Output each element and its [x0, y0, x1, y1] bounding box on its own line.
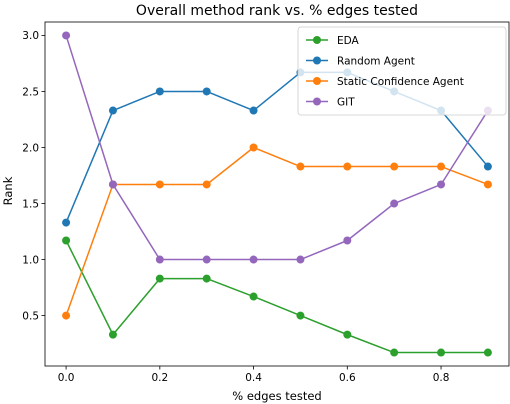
- data-point: [390, 348, 399, 357]
- data-point: [155, 274, 164, 283]
- x-tick-label: 0.8: [433, 372, 450, 384]
- data-point: [62, 218, 71, 227]
- series-line: [65, 146, 489, 316]
- data-point: [249, 255, 258, 264]
- data-point: [202, 255, 211, 264]
- x-tick-label: 0.2: [151, 372, 168, 384]
- x-axis-label: % edges tested: [232, 389, 321, 403]
- data-point: [249, 143, 258, 152]
- data-point: [155, 255, 164, 264]
- data-point: [108, 330, 117, 339]
- legend-item: Random Agent: [306, 56, 415, 68]
- y-tick-label: 2.5: [22, 86, 39, 98]
- data-point: [62, 311, 71, 320]
- legend-marker: [313, 97, 321, 106]
- plot-area: 0.0 0.2 0.4 0.6 0.8 0.5 1.0 1.5 2.0 2.5 3.0: [22, 21, 510, 384]
- data-point: [62, 31, 71, 40]
- data-point: [437, 180, 446, 189]
- legend-item: GIT: [306, 97, 355, 109]
- y-tick-label: 3.0: [22, 30, 39, 42]
- y-axis-label: Rank: [1, 176, 15, 205]
- y-tick-label: 1.0: [22, 254, 39, 266]
- data-point: [483, 162, 492, 171]
- data-point: [296, 162, 305, 171]
- data-point: [343, 236, 352, 245]
- data-point: [108, 106, 117, 115]
- data-point: [155, 180, 164, 189]
- legend-marker: [313, 56, 321, 65]
- x-tick-label: 0.0: [58, 372, 75, 384]
- data-point: [108, 180, 117, 189]
- y-tick-label: 1.5: [22, 198, 39, 210]
- legend-label: Static Confidence Agent: [337, 76, 464, 88]
- data-point: [296, 311, 305, 320]
- legend-item: Static Confidence Agent: [306, 76, 464, 88]
- data-point: [437, 348, 446, 357]
- legend: EDA Random Agent Static Confidence Agent GI…: [297, 26, 507, 116]
- data-point: [437, 162, 446, 171]
- legend-label: EDA: [337, 35, 360, 47]
- data-point: [296, 255, 305, 264]
- legend-marker: [313, 36, 321, 44]
- data-point: [390, 199, 399, 208]
- series-static-confidence-agent: [62, 143, 492, 320]
- series-eda: [62, 236, 492, 357]
- data-point: [343, 330, 352, 339]
- data-point: [390, 162, 399, 171]
- y-tick-label: 0.5: [22, 310, 39, 322]
- legend-box: [297, 26, 507, 116]
- legend-label: GIT: [337, 97, 355, 109]
- data-point: [483, 180, 492, 189]
- legend-item: EDA: [306, 35, 360, 47]
- legend-marker: [313, 77, 321, 85]
- data-point: [249, 106, 258, 115]
- data-point: [483, 348, 492, 357]
- x-tick-label: 0.4: [245, 372, 262, 384]
- data-point: [343, 162, 352, 171]
- x-tick-label: 0.6: [339, 372, 356, 384]
- y-tick-label: 2.0: [22, 142, 39, 154]
- data-point: [62, 236, 71, 245]
- data-point: [155, 87, 164, 96]
- data-point: [249, 292, 258, 301]
- data-point: [202, 87, 211, 96]
- series-line: [65, 35, 489, 261]
- chart-title: Overall method rank vs. % edges tested: [136, 3, 418, 19]
- legend-label: Random Agent: [337, 56, 415, 68]
- series-line: [65, 240, 488, 354]
- data-point: [202, 274, 211, 283]
- axes-frame: [44, 21, 510, 367]
- data-point: [202, 180, 211, 189]
